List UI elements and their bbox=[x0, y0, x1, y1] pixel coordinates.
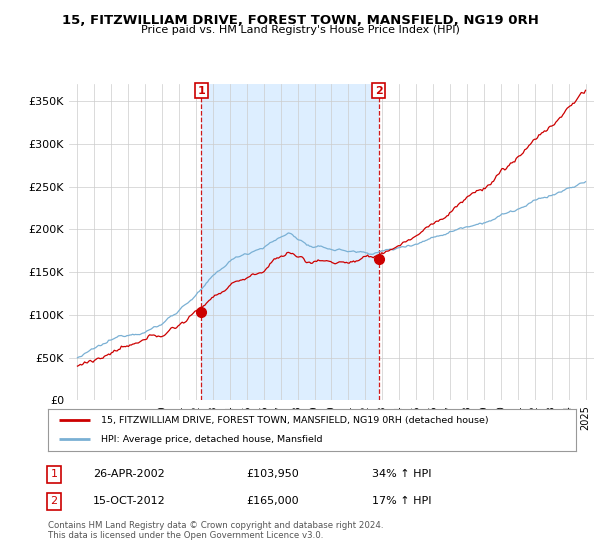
Text: Contains HM Land Registry data © Crown copyright and database right 2024.
This d: Contains HM Land Registry data © Crown c… bbox=[48, 521, 383, 540]
Text: 15-OCT-2012: 15-OCT-2012 bbox=[93, 496, 166, 506]
Text: £103,950: £103,950 bbox=[246, 469, 299, 479]
Text: 26-APR-2002: 26-APR-2002 bbox=[93, 469, 165, 479]
Bar bbox=[202, 84, 379, 400]
Text: 2: 2 bbox=[50, 496, 58, 506]
Text: 34% ↑ HPI: 34% ↑ HPI bbox=[372, 469, 431, 479]
Text: £165,000: £165,000 bbox=[246, 496, 299, 506]
Text: 1: 1 bbox=[197, 86, 205, 96]
Text: 1: 1 bbox=[50, 469, 58, 479]
Text: 17% ↑ HPI: 17% ↑ HPI bbox=[372, 496, 431, 506]
Text: 15, FITZWILLIAM DRIVE, FOREST TOWN, MANSFIELD, NG19 0RH (detached house): 15, FITZWILLIAM DRIVE, FOREST TOWN, MANS… bbox=[101, 416, 488, 424]
Text: Price paid vs. HM Land Registry's House Price Index (HPI): Price paid vs. HM Land Registry's House … bbox=[140, 25, 460, 35]
Text: HPI: Average price, detached house, Mansfield: HPI: Average price, detached house, Mans… bbox=[101, 435, 322, 444]
Text: 2: 2 bbox=[375, 86, 383, 96]
Text: 15, FITZWILLIAM DRIVE, FOREST TOWN, MANSFIELD, NG19 0RH: 15, FITZWILLIAM DRIVE, FOREST TOWN, MANS… bbox=[62, 14, 538, 27]
